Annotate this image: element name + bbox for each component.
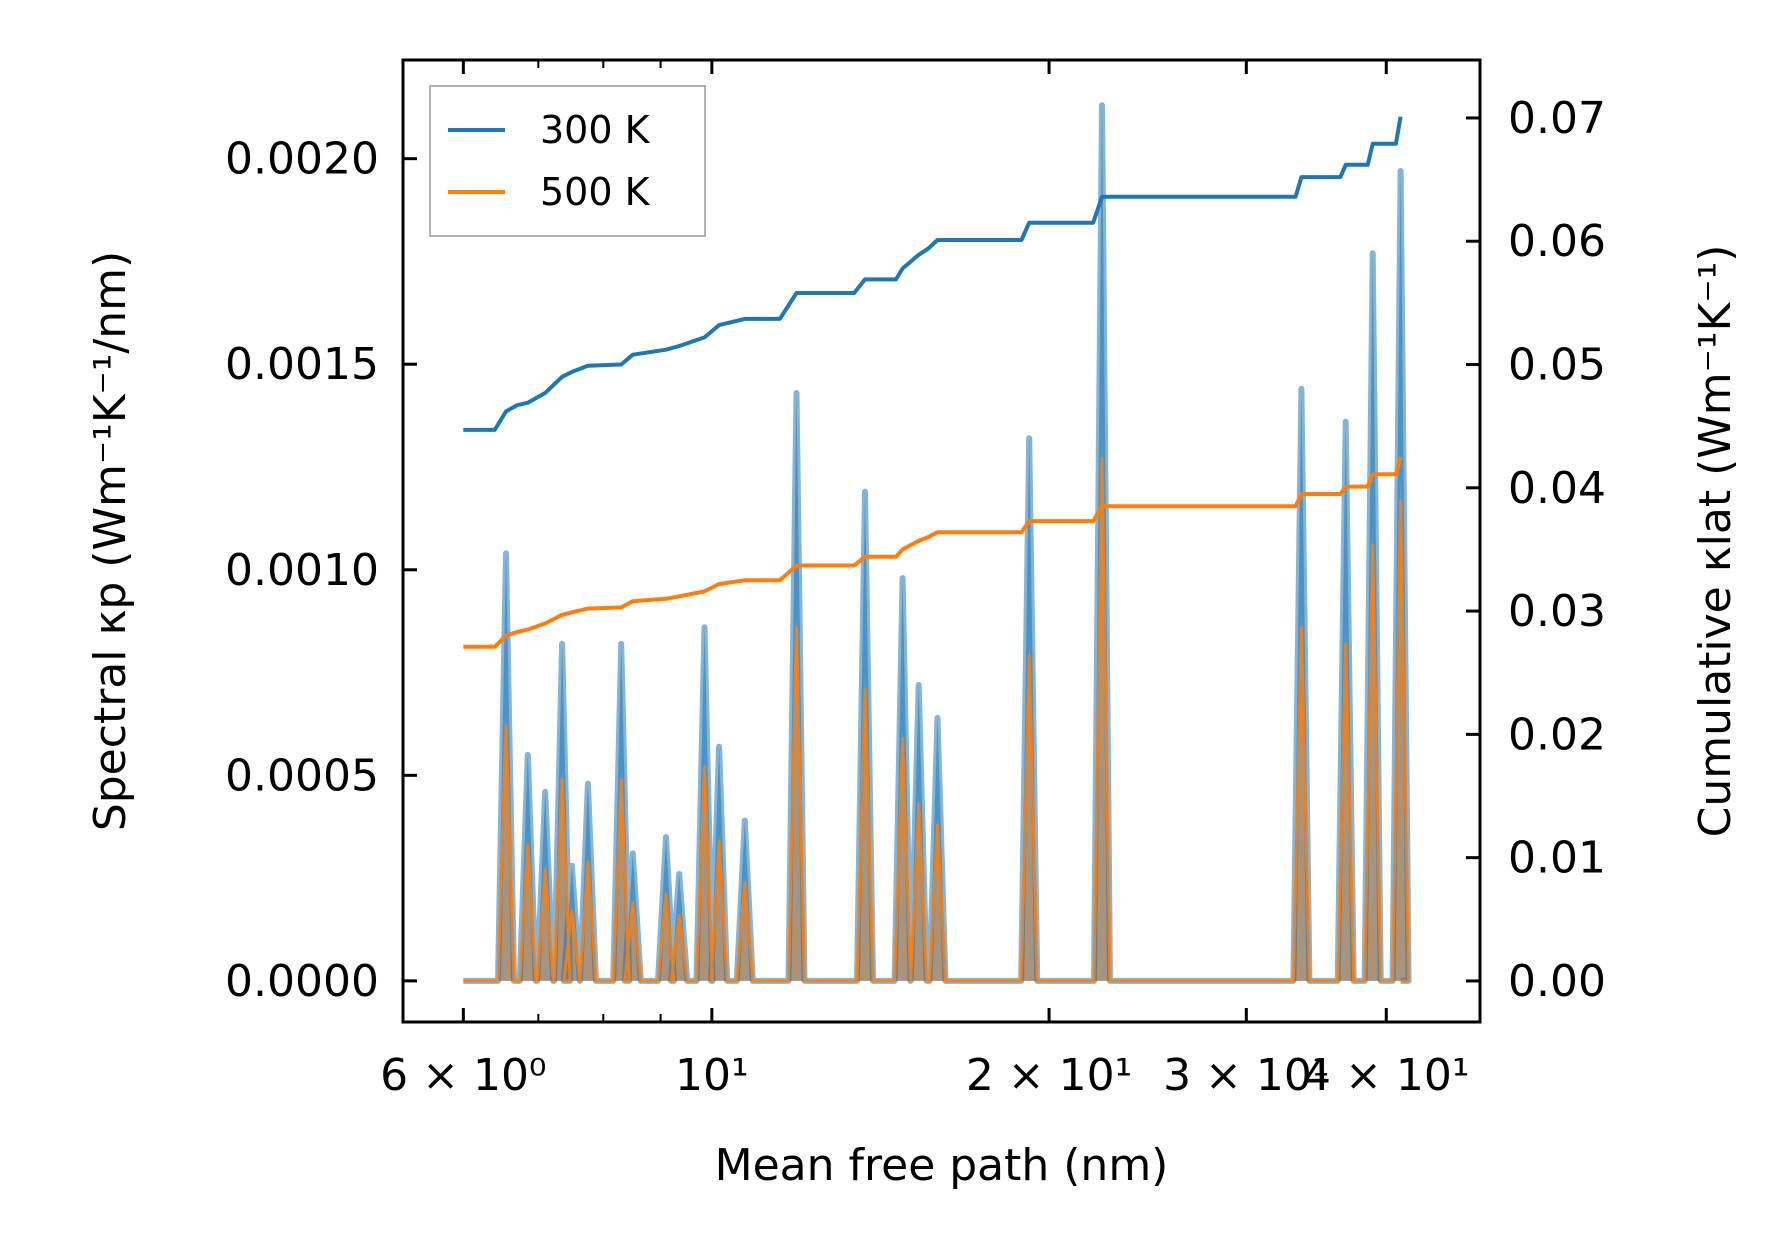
y-right-tick-label: 0.05 xyxy=(1508,340,1606,391)
y-right-tick-label: 0.03 xyxy=(1508,586,1606,637)
x-tick-label: 4 × 10¹ xyxy=(1303,1050,1469,1101)
legend: 300 K 500 K xyxy=(429,85,706,237)
y-right-tick-label: 0.01 xyxy=(1508,833,1606,884)
cumulative-line-300k xyxy=(463,116,1403,432)
y-left-tick-label: 0.0000 xyxy=(225,956,379,1007)
axis-ticks xyxy=(403,60,1480,1022)
y-axis-left-label: Spectral κp (Wm⁻¹K⁻¹/nm) xyxy=(85,251,136,831)
y-right-tick-label: 0.07 xyxy=(1508,93,1606,144)
data-lines xyxy=(463,102,1412,984)
y-axis-right-label: Cumulative κlat (Wm⁻¹K⁻¹) xyxy=(1690,245,1741,838)
y-right-tick-label: 0.06 xyxy=(1508,216,1606,267)
x-axis-label: Mean free path (nm) xyxy=(715,1140,1169,1191)
cumulative-line-500k xyxy=(463,456,1403,649)
x-tick-label: 3 × 10¹ xyxy=(1163,1050,1329,1101)
legend-label-500k: 500 K xyxy=(540,170,651,214)
y-left-tick-label: 0.0015 xyxy=(225,339,379,390)
legend-box xyxy=(429,85,706,237)
x-tick-label: 10¹ xyxy=(675,1050,749,1101)
y-left-tick-label: 0.0010 xyxy=(225,545,379,596)
y-left-tick-label: 0.0005 xyxy=(225,750,379,801)
legend-label-300k: 300 K xyxy=(540,108,651,152)
y-right-tick-label: 0.00 xyxy=(1508,956,1606,1007)
x-tick-label: 2 × 10¹ xyxy=(966,1050,1132,1101)
axis-tick-labels: 0.0000 0.0005 0.0010 0.0015 0.0020 0.00 0.01 0.… xyxy=(225,93,1606,1101)
y-right-tick-label: 0.04 xyxy=(1508,463,1606,514)
spectral-line-500k xyxy=(463,457,1411,983)
plot-frame xyxy=(401,58,1482,1024)
y-right-tick-label: 0.02 xyxy=(1508,709,1606,760)
y-left-tick-label: 0.0020 xyxy=(225,134,379,185)
x-tick-label: 6 × 10⁰ xyxy=(380,1050,546,1101)
